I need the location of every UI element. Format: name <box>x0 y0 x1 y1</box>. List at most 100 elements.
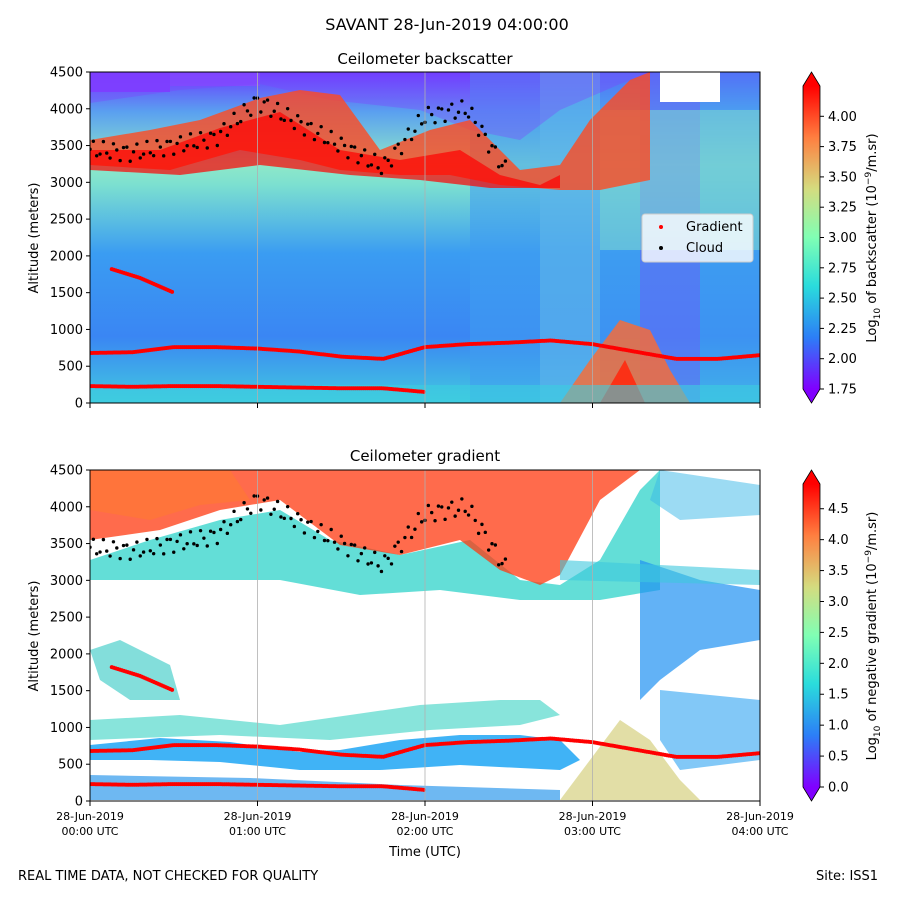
colorbar-tick-label: 4.00 <box>828 110 857 125</box>
cloud-marker <box>135 142 139 146</box>
cloud-marker <box>208 529 213 533</box>
cloud-marker <box>98 550 102 554</box>
cloud-marker <box>235 519 240 524</box>
cloud-marker <box>162 154 166 158</box>
cloud-marker <box>188 132 193 136</box>
cloud-marker <box>296 113 300 118</box>
cloud-marker <box>165 139 169 144</box>
cloud-marker <box>466 115 471 119</box>
cloud-marker <box>490 542 494 546</box>
cloud-marker <box>145 139 149 144</box>
cloud-marker <box>383 554 387 558</box>
cloud-marker <box>195 145 199 150</box>
ytick-label: 2500 <box>50 213 83 228</box>
cloud-marker <box>486 150 491 154</box>
cloud-marker <box>172 550 176 554</box>
backscatter-title: Ceilometer backscatter <box>337 50 513 68</box>
cloud-marker <box>229 523 233 527</box>
cloud-marker <box>202 138 206 142</box>
cloud-marker <box>436 106 441 110</box>
ytick-label: 4500 <box>50 66 83 81</box>
cloud-marker <box>443 119 447 124</box>
xtick-date: 28-Jun-2019 <box>56 810 124 823</box>
cloud-marker <box>456 508 461 512</box>
cloud-marker <box>409 535 414 540</box>
cloud-marker <box>332 540 337 544</box>
cloud-marker <box>115 148 119 152</box>
cloud-marker <box>299 120 303 124</box>
cloud-marker <box>249 511 253 515</box>
cloud-marker <box>450 500 454 504</box>
figure-suptitle: SAVANT 28-Jun-2019 04:00:00 <box>325 15 569 34</box>
cloud-marker <box>151 153 156 158</box>
cloud-marker <box>208 131 213 135</box>
cloud-marker <box>242 501 246 505</box>
ytick-label: 3000 <box>50 176 83 191</box>
cloud-marker <box>483 132 487 137</box>
cloud-marker <box>349 542 353 547</box>
cloud-marker <box>279 515 283 519</box>
cloud-marker <box>165 537 169 542</box>
cloud-marker <box>379 171 384 176</box>
xtick-time: 02:00 UTC <box>396 825 453 838</box>
cloud-marker <box>406 525 410 529</box>
gradient-colorbar: 0.0 0.5 1.0 1.5 2.0 2.5 3.0 3.5 4.0 4.5 Log10 of … <box>802 469 883 802</box>
ytick-label: 3500 <box>50 139 83 154</box>
ytick-label: 0 <box>75 397 83 412</box>
ytick-label: 4500 <box>50 464 83 479</box>
cloud-marker <box>232 111 236 116</box>
cloud-marker <box>446 108 451 112</box>
cloud-marker <box>426 503 431 508</box>
cloud-marker <box>493 145 498 149</box>
cloud-marker <box>389 562 394 566</box>
cloud-marker <box>118 556 122 561</box>
cloud-marker <box>440 505 444 509</box>
cloud-marker <box>252 494 256 498</box>
cloud-marker <box>182 149 186 153</box>
cloud-marker <box>332 142 337 146</box>
cloud-marker <box>450 102 454 106</box>
colorbar-tick-label: 1.5 <box>828 688 849 703</box>
cloud-marker <box>259 508 263 512</box>
cloud-marker <box>91 537 96 541</box>
cloud-marker <box>275 101 280 106</box>
cloud-marker <box>319 522 323 527</box>
colorbar-tick-label: 3.0 <box>828 595 849 610</box>
cloud-marker <box>403 535 407 540</box>
cloud-marker <box>503 557 508 561</box>
cloud-marker <box>346 156 350 160</box>
cloud-marker <box>235 121 240 126</box>
cloud-marker <box>470 106 474 111</box>
cloud-marker <box>292 126 297 131</box>
backscatter-colorbar: 1.75 2.00 2.25 2.50 2.75 3.00 3.25 3.50 3.75 4.00… <box>802 71 883 404</box>
cloud-marker <box>121 145 126 150</box>
gradient-colorbar-ticks: 0.0 0.5 1.0 1.5 2.0 2.5 3.0 3.5 4.0 4.5 <box>820 502 849 796</box>
cloud-marker <box>282 516 286 521</box>
cloud-marker <box>115 546 119 550</box>
cloud-marker <box>456 110 461 114</box>
ytick-label: 1000 <box>50 323 83 338</box>
cloud-marker <box>493 543 498 547</box>
cloud-marker <box>430 112 434 117</box>
cloud-marker <box>128 557 132 561</box>
cloud-marker <box>336 547 340 551</box>
cloud-marker <box>463 111 467 116</box>
cloud-marker <box>443 517 447 522</box>
cloud-marker <box>359 551 364 556</box>
backscatter-gradient-markers <box>90 267 760 394</box>
xtick-time: 04:00 UTC <box>731 825 788 838</box>
cloud-marker <box>148 151 152 155</box>
cloud-marker <box>289 516 293 521</box>
cloud-marker <box>373 152 377 157</box>
gradient-yticks: 0 500 1000 1500 2000 2500 3000 3500 4000 4500 <box>50 464 90 810</box>
gradient-ylabel: Altitude (meters) <box>27 581 42 692</box>
cloud-marker <box>145 537 149 542</box>
cloud-marker <box>118 158 122 163</box>
cloud-marker <box>436 504 441 508</box>
cloud-marker <box>95 552 99 556</box>
cloud-marker <box>218 527 223 532</box>
cloud-marker <box>202 536 206 540</box>
cloud-marker <box>419 122 424 126</box>
cloud-marker <box>460 497 464 501</box>
